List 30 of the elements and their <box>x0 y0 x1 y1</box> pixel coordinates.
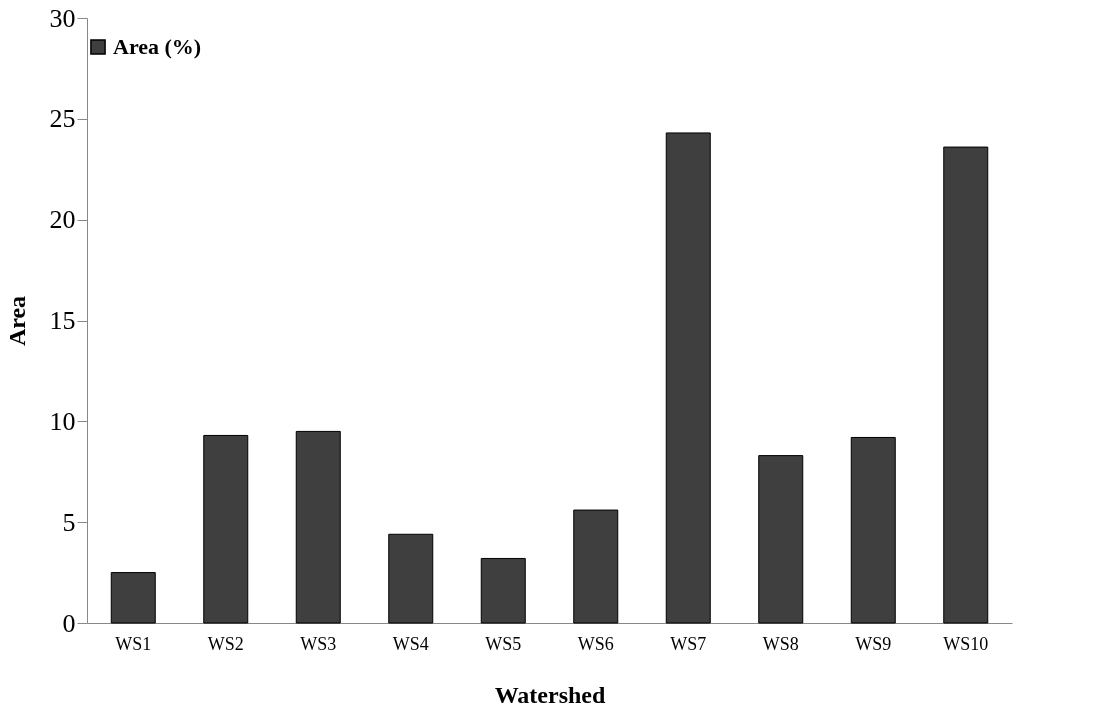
x-axis-title: Watershed <box>494 681 606 708</box>
y-tick-label: 15 <box>49 306 76 335</box>
x-tick-label: WS1 <box>115 633 152 654</box>
bar <box>758 455 804 624</box>
bar <box>388 533 434 624</box>
y-tick-label: 20 <box>49 205 76 235</box>
bar <box>665 132 711 624</box>
x-tick-label: WS8 <box>762 633 799 654</box>
x-tick-label: WS2 <box>207 633 244 654</box>
y-tick-label: 10 <box>49 406 76 436</box>
bar <box>573 509 619 624</box>
bar <box>480 557 526 624</box>
y-tick-label: 0 <box>62 608 76 638</box>
y-tick-label: 5 <box>62 507 76 537</box>
bar <box>295 430 341 624</box>
bar <box>110 572 156 624</box>
bar <box>203 434 249 624</box>
legend-label: Area (%) <box>113 34 202 59</box>
x-tick-label: WS10 <box>943 633 989 654</box>
y-tick-label: 30 <box>49 3 76 33</box>
x-tick-label: WS9 <box>855 633 892 654</box>
x-tick-label: WS3 <box>300 633 337 654</box>
bar <box>943 146 989 624</box>
x-tick-label: WS6 <box>577 633 614 654</box>
x-tick-label: WS7 <box>670 633 707 654</box>
y-tick-label: 25 <box>49 104 76 134</box>
x-tick-label: WS5 <box>485 633 522 654</box>
bar <box>850 436 896 624</box>
y-axis-title: Area <box>3 295 30 347</box>
x-tick-label: WS4 <box>392 633 429 654</box>
